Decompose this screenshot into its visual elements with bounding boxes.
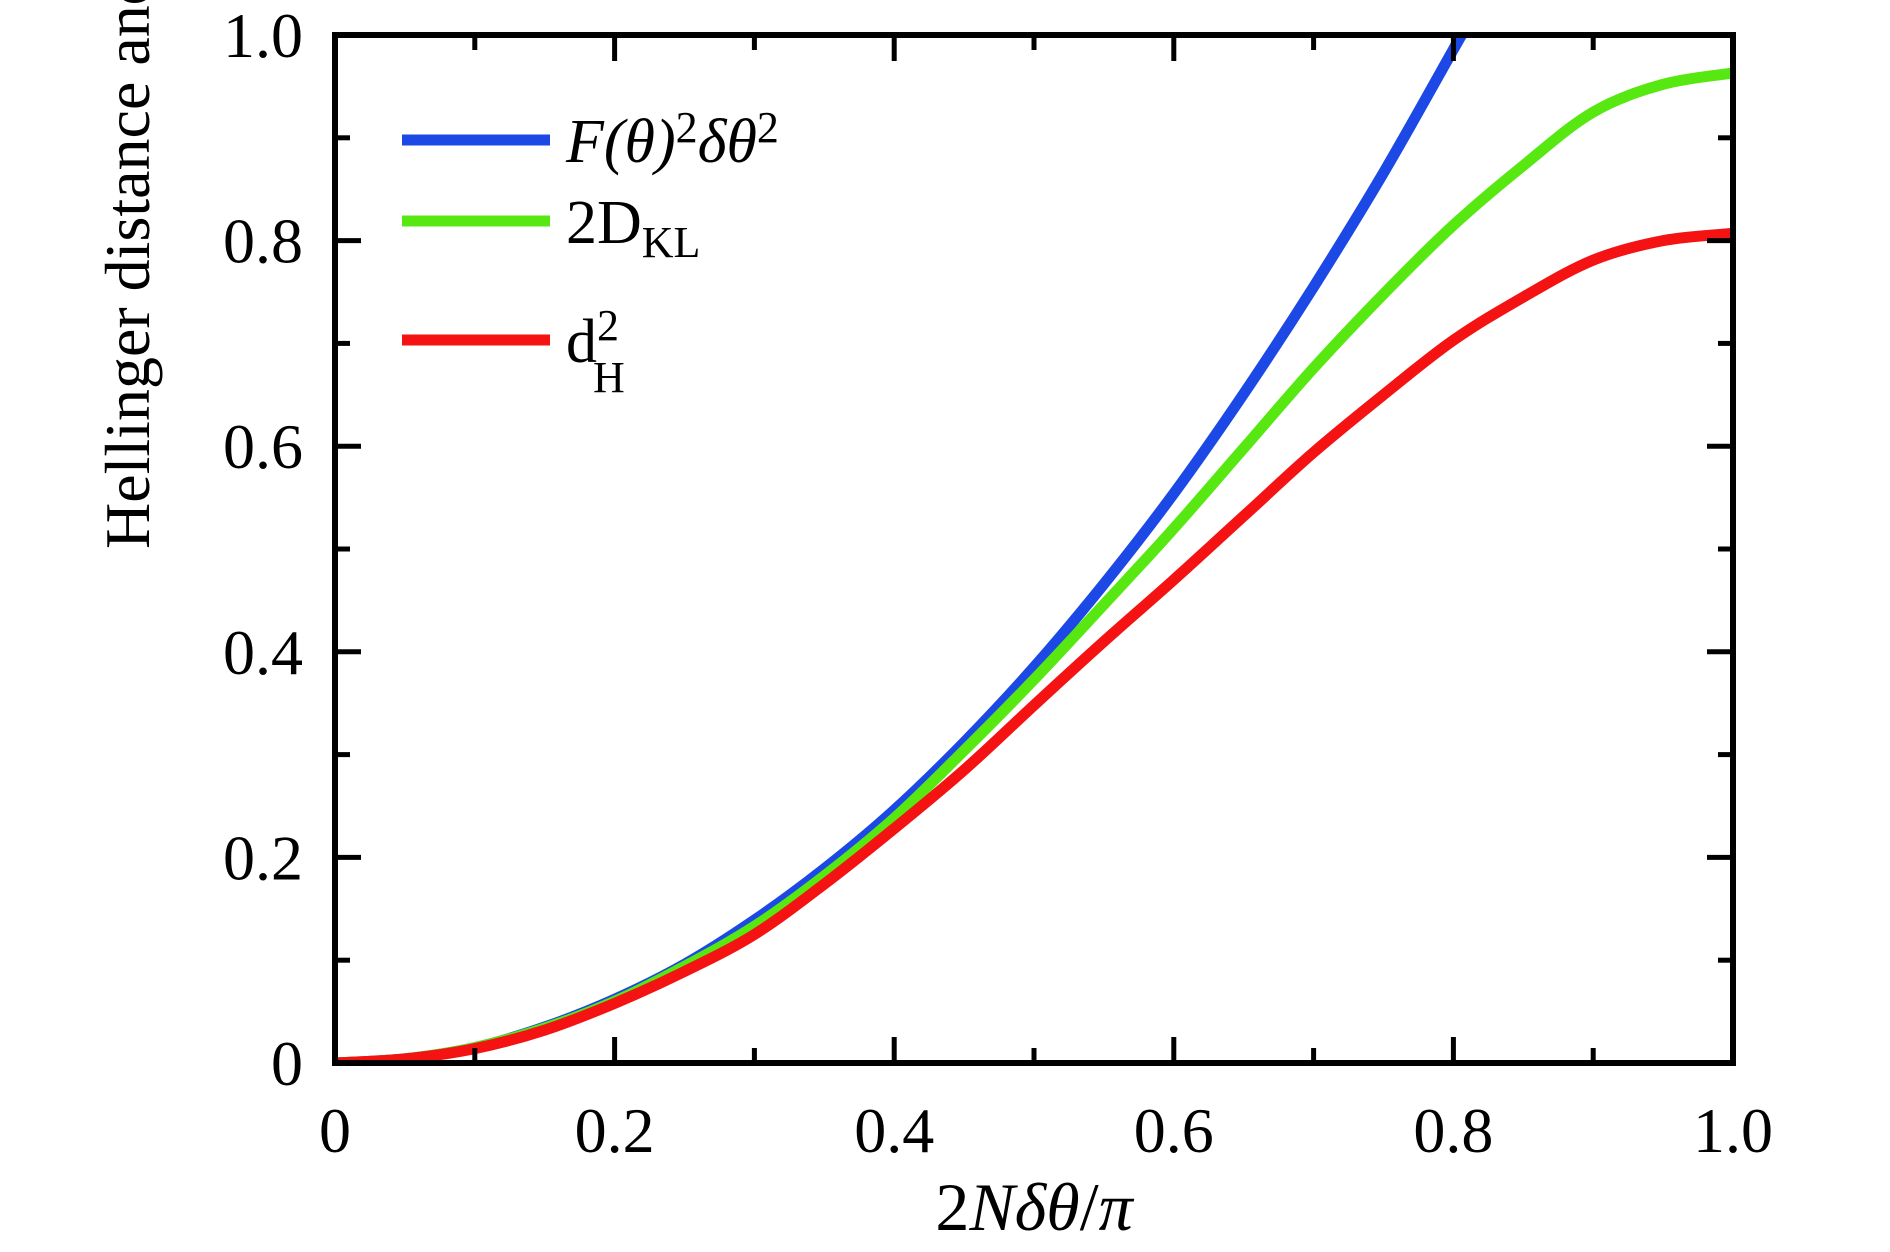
y-tick-label: 0.8 bbox=[223, 206, 303, 277]
y-tick-label: 1.0 bbox=[223, 0, 303, 71]
legend-label-hellinger: d2 H bbox=[566, 301, 625, 402]
x-tick-label: 0.8 bbox=[1413, 1095, 1493, 1166]
y-tick-label: 0 bbox=[271, 1028, 303, 1099]
y-tick-label: 0.4 bbox=[223, 617, 303, 688]
x-tick-label: 0 bbox=[319, 1095, 351, 1166]
legend-label-kl: 2DKL bbox=[566, 189, 700, 267]
y-tick-label: 0.2 bbox=[223, 822, 303, 893]
x-tick-label: 0.2 bbox=[575, 1095, 655, 1166]
curve-fisher bbox=[334, 32, 1468, 1066]
x-tick-label: 0.4 bbox=[854, 1095, 934, 1166]
x-tick-label: 1.0 bbox=[1693, 1095, 1773, 1166]
legend-label-fisher: F(θ)2δθ2 bbox=[565, 103, 779, 176]
plot-frame bbox=[332, 32, 1736, 1066]
y-tick-label: 0.6 bbox=[223, 411, 303, 482]
curve-hellinger bbox=[334, 227, 1734, 1066]
x-tick-label: 0.6 bbox=[1134, 1095, 1214, 1166]
x-axis-label: 2Nδθ/π bbox=[935, 1169, 1134, 1245]
